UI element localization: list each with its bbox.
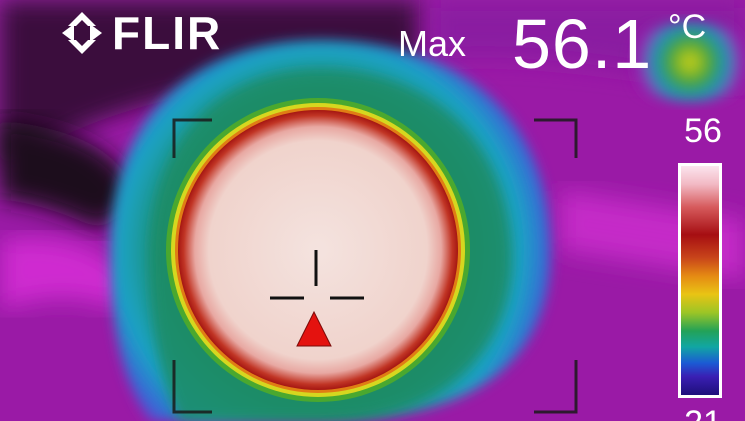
red-triangle-icon (296, 310, 332, 347)
color-scale-bar (678, 163, 722, 398)
frame-corner-bottom-left (172, 360, 212, 414)
flir-logo: FLIR (58, 8, 222, 58)
frame-corner-top-right (534, 118, 578, 158)
scale-min-value: 21 (668, 404, 738, 421)
measurement-label: Max (398, 23, 467, 64)
crosshair-icon (270, 250, 364, 300)
max-temperature-value: 56.1 (512, 5, 653, 83)
temperature-unit: °C (668, 8, 707, 46)
scale-max-value: 56 (684, 112, 722, 150)
frame-corner-bottom-right (534, 360, 578, 414)
flir-diamond-icon (62, 12, 102, 54)
brand-name: FLIR (112, 7, 223, 59)
frame-corner-top-left (172, 118, 212, 158)
measurement-area-frame (172, 118, 578, 414)
